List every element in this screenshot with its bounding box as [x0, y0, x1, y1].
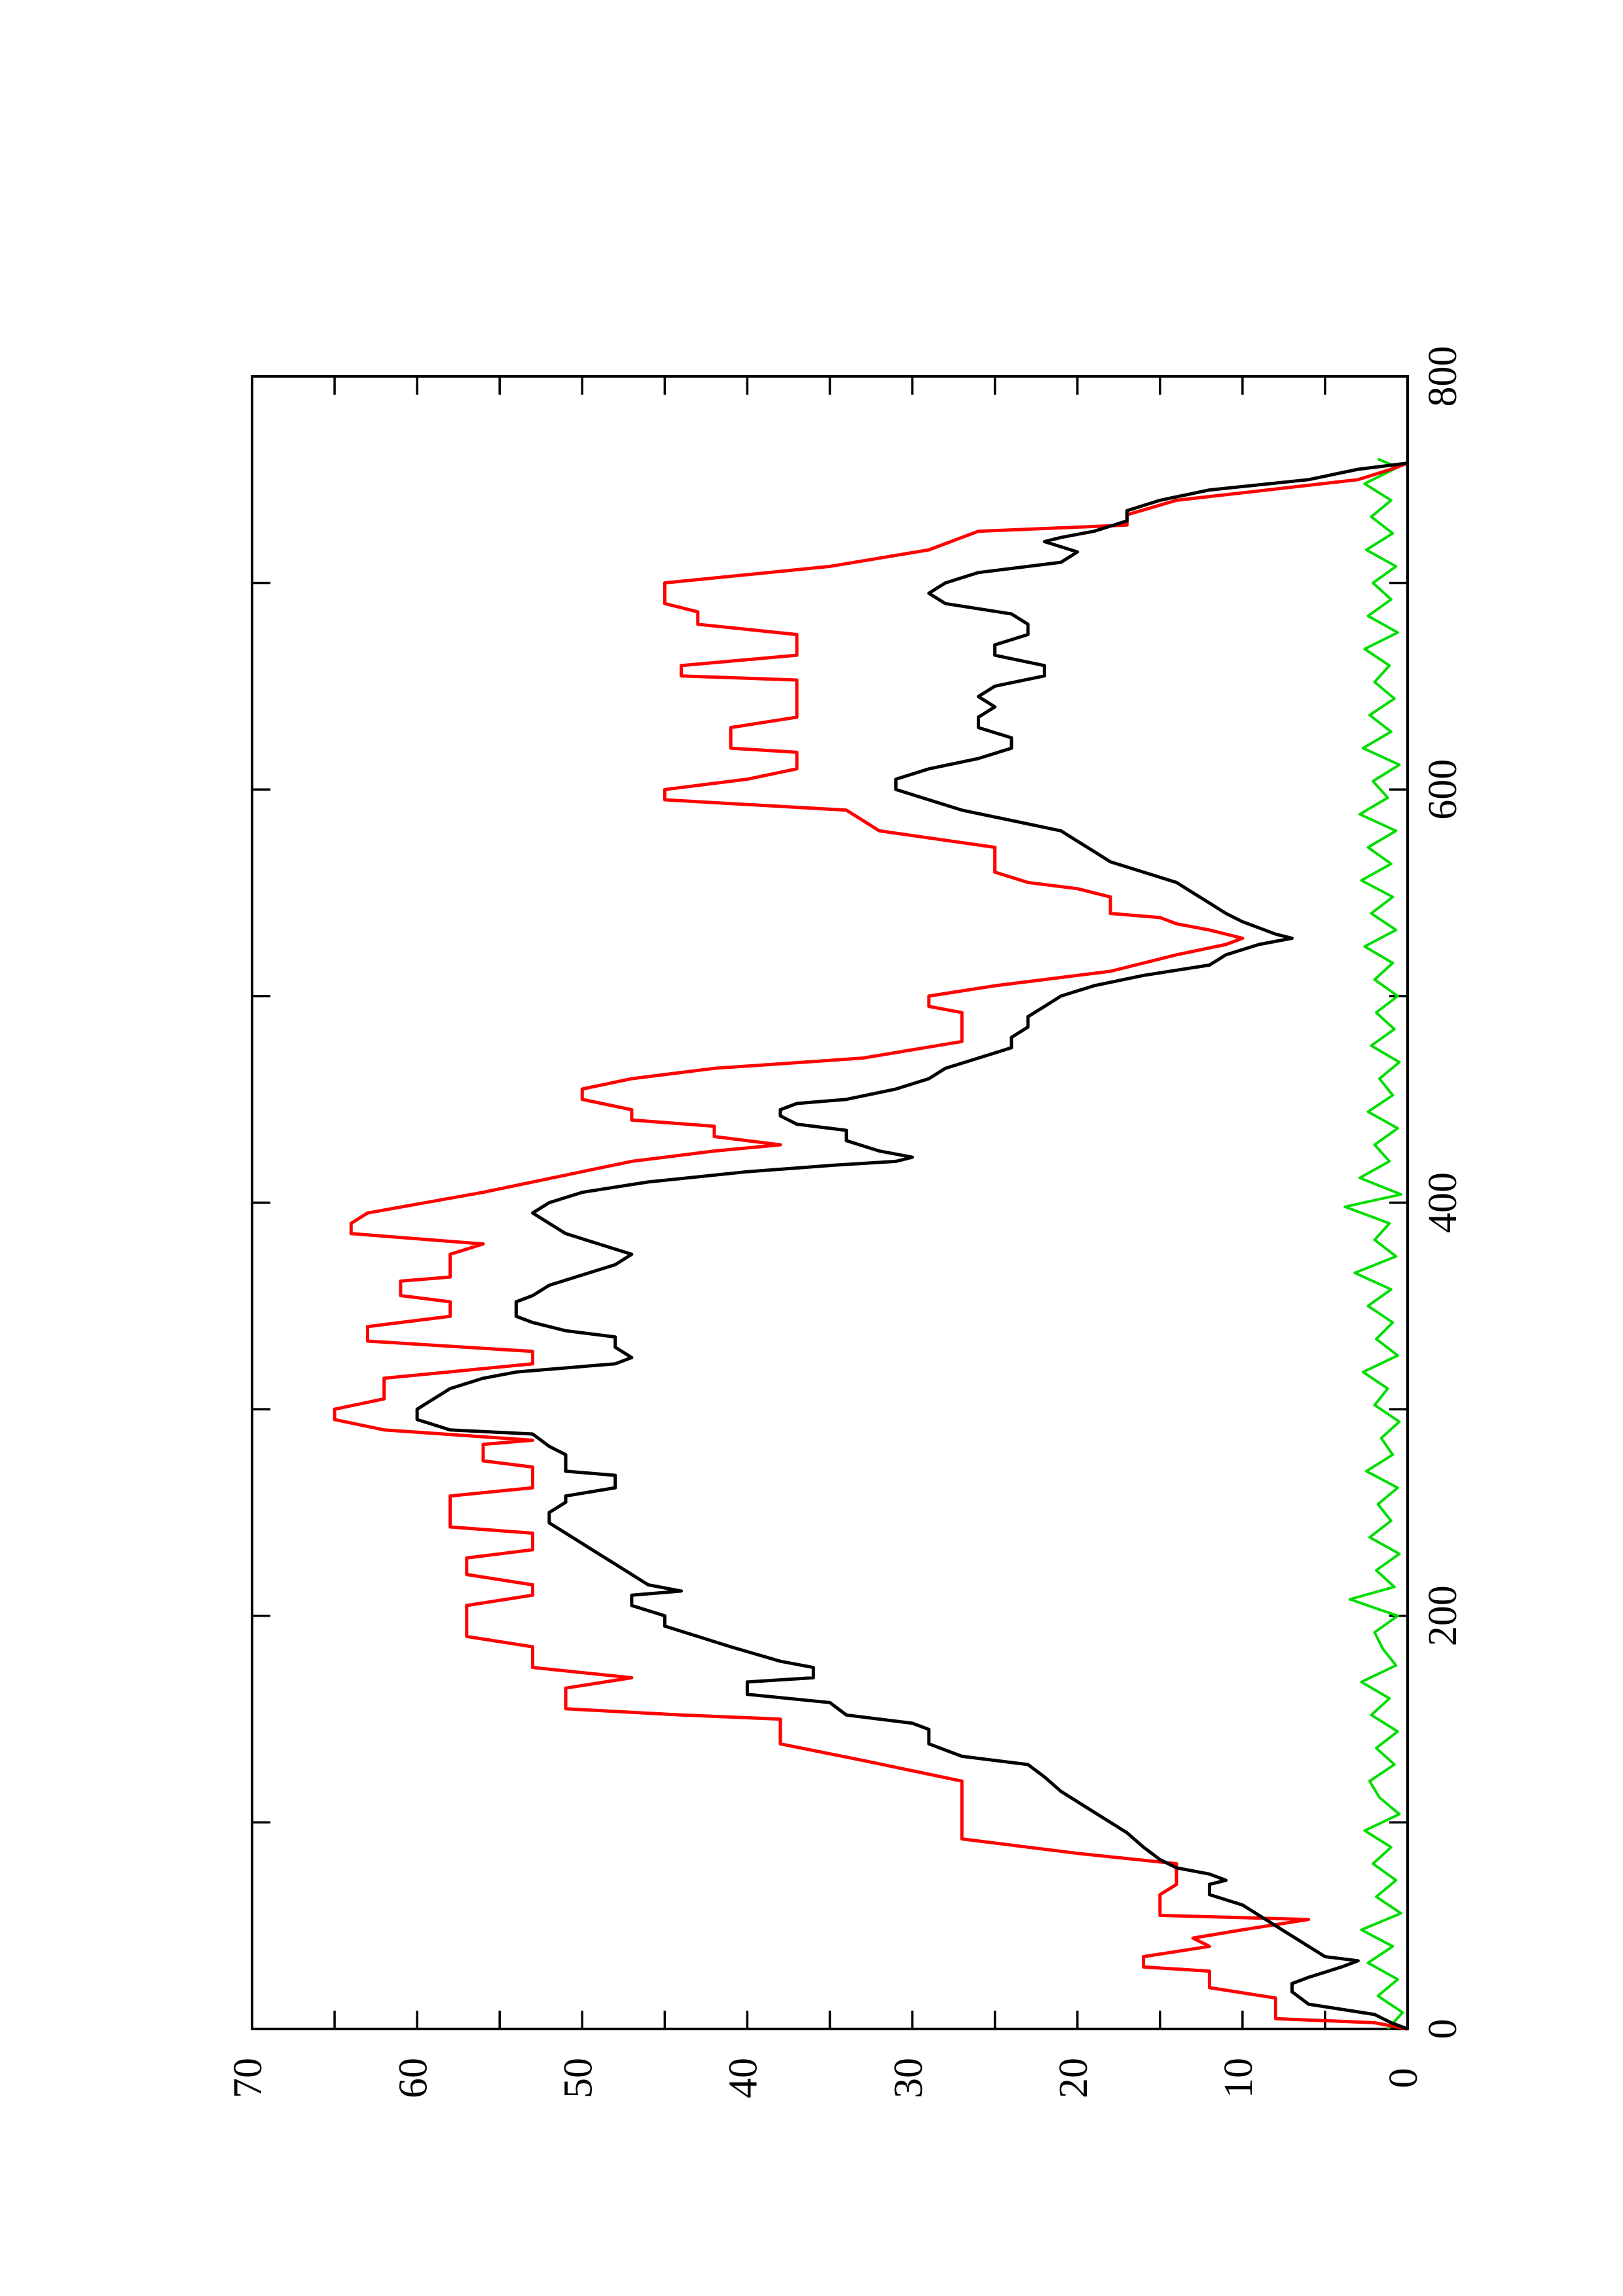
series-line-2: [1343, 457, 1404, 2030]
x-tick-label: 600: [1421, 759, 1465, 820]
y-tick-label: 0: [1381, 2068, 1426, 2089]
series-line-1: [415, 461, 1408, 2031]
y-tick-label: 70: [226, 2058, 270, 2098]
y-tick-label: 40: [721, 2058, 766, 2098]
series-line-0: [333, 461, 1408, 2031]
x-tick-label: 0: [1421, 2019, 1465, 2039]
tick-labels: 0 200 400 600 800 0 10 20 30 40 50 60 70: [226, 346, 1465, 2099]
y-tick-label: 30: [886, 2058, 931, 2098]
y-tick-label: 50: [556, 2058, 601, 2098]
y-tick-label: 20: [1051, 2058, 1096, 2098]
x-tick-label: 200: [1421, 1585, 1465, 1646]
x-tick-label: 400: [1421, 1172, 1465, 1233]
series-group: [333, 457, 1408, 2031]
y-tick-label: 60: [391, 2058, 435, 2098]
x-tick-label: 800: [1421, 346, 1465, 407]
y-tick-label: 10: [1216, 2058, 1261, 2098]
